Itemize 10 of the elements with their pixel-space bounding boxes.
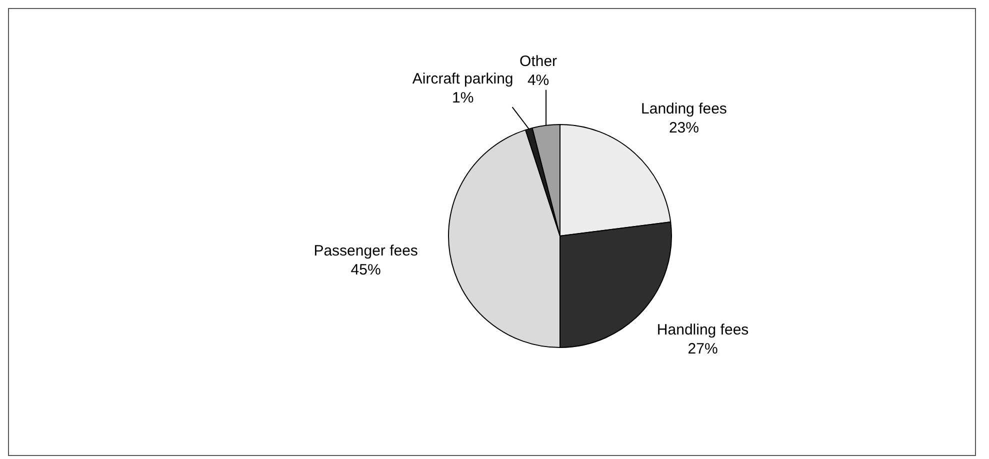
data-label: 45% <box>350 262 381 279</box>
slice-label: Landing fees <box>641 100 727 118</box>
slice-label: Handling fees <box>656 322 749 339</box>
slice-label: Passenger fees <box>314 242 418 260</box>
slice-label: Aircraft parking <box>412 70 514 88</box>
data-label: 4% <box>527 72 550 89</box>
data-label: 23% <box>668 120 699 137</box>
data-label: 27% <box>688 340 718 358</box>
slice-label: Other <box>520 52 558 70</box>
data-label: 1% <box>452 89 474 106</box>
